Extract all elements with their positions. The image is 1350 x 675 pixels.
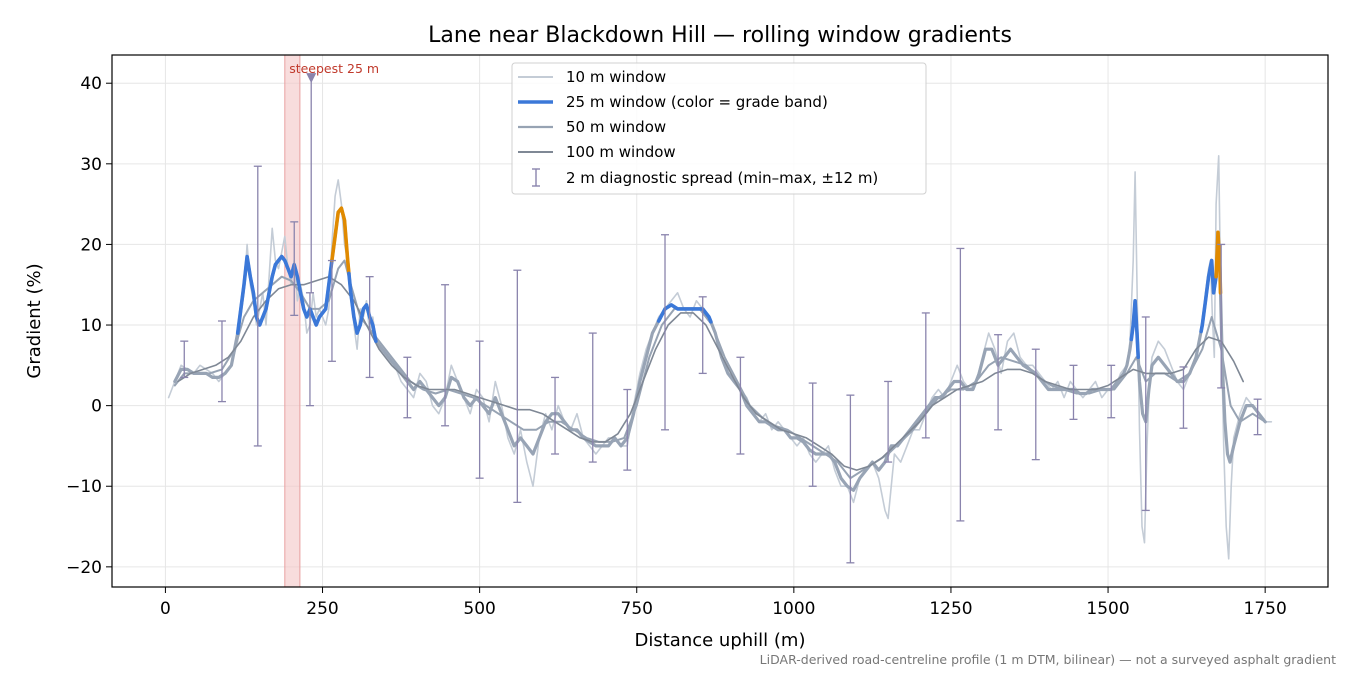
- spread-errorbar: [290, 221, 299, 317]
- spread-errorbar: [253, 165, 262, 447]
- grade-band-segment: [347, 271, 378, 343]
- y-tick-label: 10: [80, 316, 102, 336]
- y-tick-label: 30: [80, 155, 102, 175]
- spread-errorbar: [1217, 243, 1226, 389]
- grade-band-segment: [1129, 299, 1140, 360]
- spread-errorbar: [698, 296, 707, 375]
- spread-errorbar: [623, 388, 632, 471]
- y-tick-label: 40: [80, 74, 102, 94]
- x-tick-label: 0: [160, 599, 171, 619]
- y-axis-label: Gradient (%): [24, 263, 45, 378]
- spread-errorbar: [1253, 398, 1262, 436]
- x-tick-label: 1250: [929, 599, 972, 619]
- footnote: LiDAR-derived road-centreline profile (1…: [759, 652, 1336, 667]
- x-tick-label: 1750: [1244, 599, 1287, 619]
- legend-label-50m: 50 m window: [566, 118, 666, 136]
- series-line-medium-dark: [177, 275, 1244, 471]
- y-tick-label: 0: [91, 397, 102, 417]
- spread-errorbar: [736, 356, 745, 455]
- grade-band-segment: [330, 206, 351, 276]
- plot-frame: [111, 54, 1329, 588]
- spread-errorbars: [180, 165, 1262, 564]
- series-lines: [167, 155, 1273, 560]
- spread-errorbar: [846, 394, 855, 564]
- grade-band-segment: [1214, 230, 1223, 295]
- spread-errorbar: [1069, 364, 1078, 420]
- steepest-segment-highlight: [284, 54, 301, 588]
- spread-errorbar: [305, 292, 314, 407]
- series-line-thick: [173, 206, 1267, 492]
- legend: 10 m window 25 m window (color = grade b…: [511, 62, 927, 195]
- spread-errorbar: [588, 332, 597, 463]
- spread-errorbar: [921, 312, 930, 439]
- legend-swatch-spread: [532, 168, 540, 187]
- x-tick-label: 750: [621, 599, 653, 619]
- y-axis-ticks: −20 −10 0 10 20 30 40: [66, 74, 112, 578]
- spread-errorbar: [365, 276, 374, 379]
- y-tick-label: −10: [66, 477, 102, 497]
- highlight-band: [284, 54, 301, 588]
- spread-errorbar: [217, 320, 226, 403]
- series-line-medium: [173, 259, 1267, 480]
- spread-errorbar: [1179, 366, 1188, 429]
- x-tick-label: 1000: [772, 599, 815, 619]
- steepest-annotation-label: steepest 25 m: [289, 61, 379, 76]
- spread-errorbar: [661, 234, 670, 431]
- chart-title: Lane near Blackdown Hill — rolling windo…: [428, 23, 1012, 48]
- legend-box: [511, 62, 927, 195]
- legend-label-100m: 100 m window: [566, 143, 676, 161]
- spread-errorbar: [403, 356, 412, 419]
- spread-errorbar: [994, 334, 1003, 431]
- x-tick-label: 250: [306, 599, 338, 619]
- y-tick-label: 20: [80, 235, 102, 255]
- spread-errorbar: [884, 380, 893, 463]
- spread-errorbar: [327, 259, 336, 362]
- y-tick-label: −20: [66, 558, 102, 578]
- grade-band-segment: [656, 303, 713, 324]
- spread-errorbar: [1141, 316, 1150, 512]
- spread-errorbar: [551, 376, 560, 455]
- x-tick-label: 500: [463, 599, 495, 619]
- legend-label-25m: 25 m window (color = grade band): [566, 93, 828, 111]
- spread-errorbar: [956, 247, 965, 522]
- grade-band-segment: [1199, 258, 1218, 334]
- spread-errorbar: [180, 340, 189, 379]
- x-axis-ticks: 0 250 500 750 1000 1250 1500 1750: [160, 587, 1287, 619]
- steepest-annotation: steepest 25 m: [289, 61, 379, 293]
- grade-band-segment: [235, 254, 334, 335]
- spread-errorbar: [1107, 364, 1116, 419]
- spread-errorbar: [441, 284, 450, 427]
- spread-errorbar: [1031, 348, 1040, 461]
- spread-errorbar: [808, 382, 817, 487]
- annotation-marker: [306, 73, 317, 84]
- legend-label-spread: 2 m diagnostic spread (min–max, ±12 m): [566, 169, 878, 187]
- x-tick-label: 1500: [1086, 599, 1129, 619]
- spread-errorbar: [513, 269, 522, 504]
- spread-errorbar: [475, 340, 484, 479]
- x-axis-label: Distance uphill (m): [635, 630, 806, 651]
- legend-label-10m: 10 m window: [566, 68, 666, 86]
